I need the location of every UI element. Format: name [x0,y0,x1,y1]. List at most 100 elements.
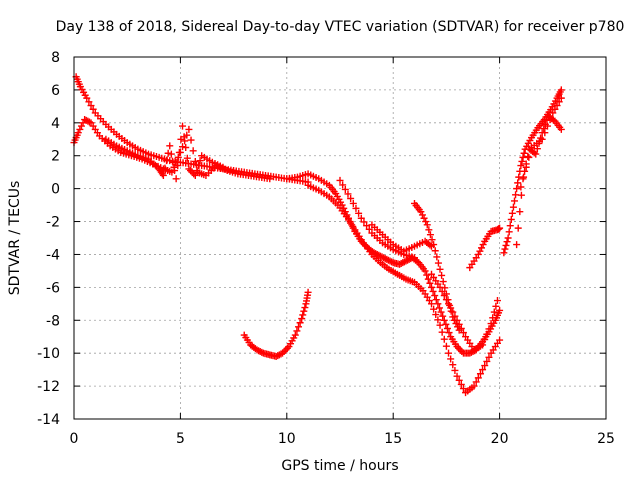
data-point [188,168,196,176]
data-point [496,224,504,232]
data-point [421,267,429,275]
data-point [344,190,352,198]
data-point [481,336,489,344]
data-point [352,204,360,212]
data-point [455,376,463,384]
data-point [425,226,433,234]
data-point [506,222,514,230]
data-point [266,175,274,183]
x-tick-label: 25 [597,431,615,447]
series-arc-14 [517,94,565,191]
data-point [557,94,565,102]
data-point [546,116,554,124]
data-point [299,311,307,319]
data-point [476,247,484,255]
series-arc-11 [466,224,504,272]
data-point [538,135,546,143]
data-point [298,315,306,323]
data-point [432,296,440,304]
y-tick-label: -6 [46,280,60,296]
data-point [532,150,540,158]
data-point [174,162,182,170]
data-point [161,164,169,172]
x-tick-label: 15 [384,431,402,447]
data-point [510,197,518,205]
data-point [422,218,430,226]
data-point [187,136,195,144]
data-point [89,105,97,113]
data-point [549,109,557,117]
data-point [172,175,180,183]
data-point [300,307,308,315]
data-point [187,167,195,175]
data-point [496,306,504,314]
data-point [85,98,93,106]
data-point [442,342,450,350]
data-point [430,241,438,249]
series-arc-5 [304,181,504,397]
series-arc-13 [513,112,565,249]
data-point [517,191,525,199]
data-point [440,316,448,324]
data-point [501,245,509,253]
data-point [219,163,227,171]
data-point [336,176,344,184]
data-point [410,254,418,262]
data-point [167,150,175,158]
data-point [500,249,508,257]
data-point [507,215,515,223]
data-point [84,117,92,125]
y-tick-label: -10 [37,346,60,362]
data-point [190,170,198,178]
data-point [424,275,432,283]
data-point [472,378,480,386]
data-point [442,320,450,328]
data-point [428,300,436,308]
data-point [476,370,484,378]
data-point [436,283,444,291]
plot-frame [73,56,607,420]
data-point [447,304,455,312]
data-point [440,292,448,300]
data-point [474,250,482,258]
data-point [87,102,95,110]
data-point [339,181,347,189]
data-point [182,144,190,151]
y-tick-label: 6 [51,83,60,99]
data-point [191,171,199,179]
data-point [434,316,442,324]
data-point [76,125,84,133]
data-point [159,171,167,179]
data-point [440,335,448,343]
data-point [363,222,371,230]
data-point [443,325,451,332]
data-point [479,366,487,374]
data-point [489,314,497,322]
data-point [191,157,199,165]
data-point [426,279,434,287]
data-point [436,265,444,273]
data-point [517,162,525,170]
data-point [431,247,439,255]
data-point [483,330,491,338]
x-axis-label: GPS time / hours [281,458,398,474]
data-point [512,191,520,199]
data-point [551,105,559,113]
data-point [445,349,453,357]
data-point [445,300,453,308]
data-point [514,179,522,187]
y-tick-label: -4 [46,247,60,263]
data-point [453,372,461,380]
y-tick-label: 8 [51,50,60,66]
data-point [428,283,436,291]
data-point [557,86,565,94]
data-point [423,221,431,229]
data-point [543,122,551,130]
data-point [516,208,524,216]
y-tick-label: 0 [51,182,60,198]
data-point [540,125,548,133]
data-point [166,142,174,150]
x-tick-label: 20 [491,431,509,447]
data-point [518,157,526,165]
